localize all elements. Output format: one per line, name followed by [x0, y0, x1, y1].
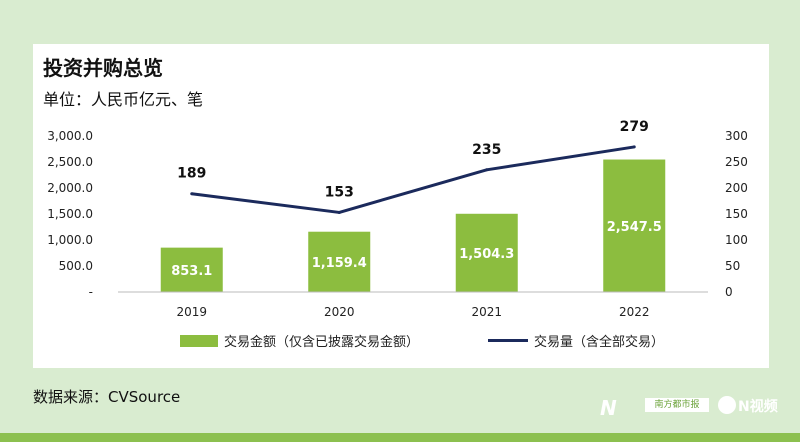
y-left-tick-label: 500.0	[59, 259, 93, 273]
bar	[308, 231, 371, 292]
bar	[603, 159, 666, 292]
legend-swatch-bar	[180, 334, 218, 347]
y-left-tick-label: -	[89, 285, 93, 299]
y-left-tick-label: 2,000.0	[47, 181, 93, 195]
y-left-tick-label: 2,500.0	[47, 155, 93, 169]
chart-legend: 交易金额（仅含已披露交易金额） 交易量（含全部交易）	[33, 331, 769, 351]
legend-item-bar: 交易金额（仅含已披露交易金额）	[180, 331, 419, 350]
y-right-tick-label: 150	[725, 207, 748, 221]
bar-data-label: 1,159.4	[312, 256, 367, 271]
x-tick-label: 2021	[471, 305, 502, 319]
legend-label-bar: 交易金额（仅含已披露交易金额）	[224, 335, 420, 350]
x-tick-label: 2022	[619, 305, 650, 319]
frame-accent-bar	[0, 433, 800, 442]
bar-data-label: 853.1	[171, 264, 212, 279]
legend-item-line: 交易量（含全部交易）	[488, 331, 664, 350]
bar-data-label: 1,504.3	[459, 247, 514, 262]
line-point	[632, 145, 636, 149]
source-note: 数据来源：CVSource	[33, 388, 181, 406]
x-tick-label: 2019	[176, 305, 207, 319]
y-right-tick-label: 100	[725, 233, 748, 247]
line-point	[337, 210, 341, 214]
y-right-tick-label: 0	[725, 285, 733, 299]
y-right-tick-label: 250	[725, 155, 748, 169]
line-point	[190, 192, 194, 196]
bar	[455, 213, 518, 292]
line-data-label: 189	[177, 166, 206, 182]
n-video-icon	[718, 396, 736, 414]
legend-label-line: 交易量（含全部交易）	[534, 335, 665, 350]
line-series	[191, 145, 635, 214]
line-data-label: 153	[325, 184, 354, 200]
y-right-tick-label: 50	[725, 259, 740, 273]
chart-title: 投资并购总览	[43, 56, 163, 80]
bar-data-label: 2,547.5	[607, 220, 662, 235]
n-video-label: N视频	[738, 399, 778, 415]
bar	[160, 247, 223, 292]
y-left-tick-label: 1,000.0	[47, 233, 93, 247]
y-left-tick-label: 1,500.0	[47, 207, 93, 221]
y-left-tick-label: 3,000.0	[47, 129, 93, 143]
chart-panel: 投资并购总览 单位：人民币亿元、笔 - 500.0 1,000.0 1,500.0 2,…	[33, 44, 769, 368]
brand-logo-box: 南方都市报	[645, 398, 709, 412]
x-tick-label: 2020	[324, 305, 355, 319]
chart-svg: - 500.0 1,000.0 1,500.0 2,000.0 2,500.0 3,000.…	[47, 119, 748, 319]
line-data-label: 279	[620, 119, 649, 135]
nd-logo: N	[600, 396, 617, 420]
line-data-label: 235	[472, 142, 501, 158]
legend-swatch-line	[488, 339, 528, 342]
line-point	[485, 168, 489, 172]
y-right-tick-label: 200	[725, 181, 748, 195]
chart-subtitle: 单位：人民币亿元、笔	[43, 90, 204, 109]
y-right-tick-label: 300	[725, 129, 748, 143]
